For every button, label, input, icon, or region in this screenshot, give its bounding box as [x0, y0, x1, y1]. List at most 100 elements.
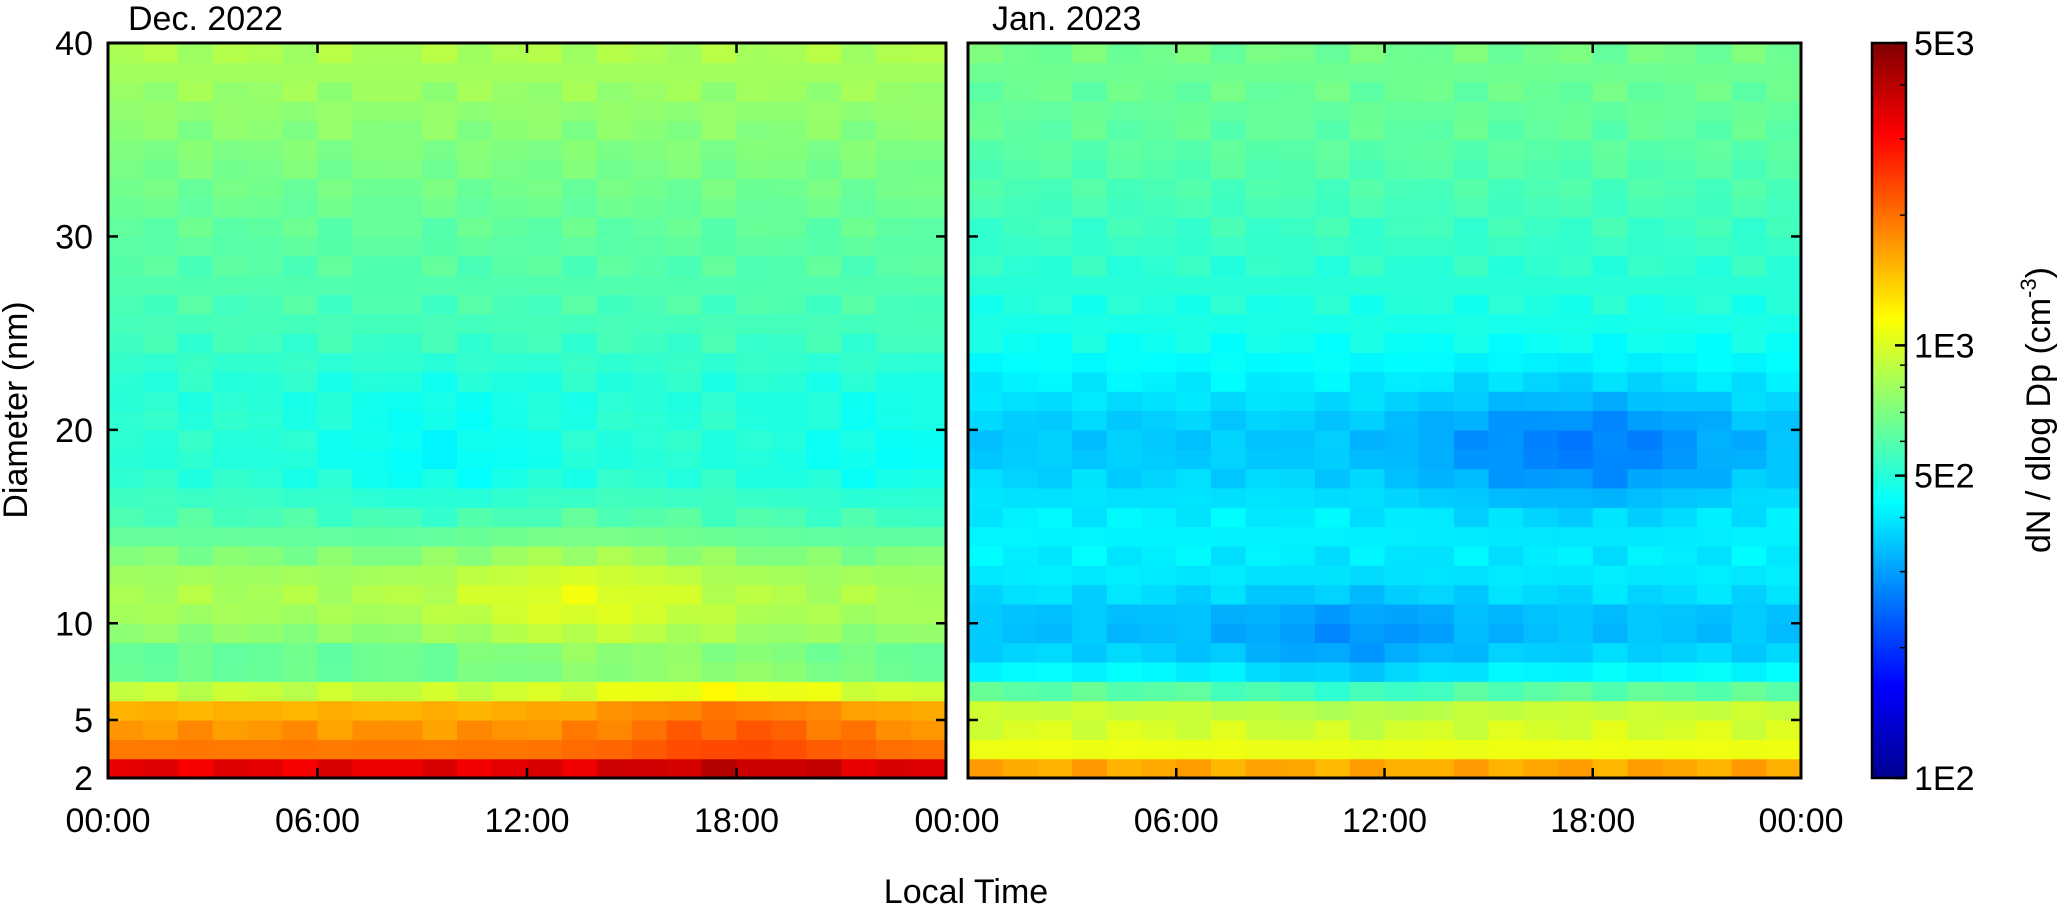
heatmap-cell [1453, 159, 1490, 179]
heatmap-cell [1453, 526, 1490, 547]
heatmap-cell [1766, 294, 1802, 315]
heatmap-cell [968, 81, 1004, 102]
heatmap-cell [247, 681, 284, 702]
heatmap-cell [1106, 526, 1143, 547]
heatmap-cell [492, 758, 528, 779]
heatmap-cell [1002, 43, 1039, 63]
heatmap-cell [1349, 352, 1386, 373]
heatmap-cell [1384, 584, 1420, 605]
heatmap-cell [1453, 294, 1490, 315]
heatmap-cell [561, 642, 598, 663]
heatmap-cell [806, 255, 842, 276]
heatmap-cell [1210, 487, 1247, 508]
heatmap-cell [457, 255, 493, 276]
heatmap-cell [317, 275, 354, 296]
heatmap-cell [1210, 468, 1247, 489]
heatmap-cell [1696, 81, 1733, 102]
x-tick-label: 12:00 [484, 802, 569, 840]
heatmap-cell [1002, 217, 1039, 238]
heatmap-cell [1141, 642, 1177, 663]
heatmap-cell [457, 81, 493, 102]
heatmap-cell [212, 584, 249, 605]
heatmap-cell [806, 429, 842, 450]
heatmap-cell [352, 487, 388, 508]
heatmap-cell [1453, 120, 1490, 141]
heatmap-cell [1210, 391, 1247, 412]
heatmap-cell [1696, 62, 1733, 83]
heatmap-cell [701, 468, 738, 489]
heatmap-cell [736, 700, 773, 721]
heatmap-cell [736, 139, 773, 160]
heatmap-cell [1384, 449, 1420, 470]
heatmap-cell [841, 391, 877, 412]
heatmap-cell [1731, 236, 1767, 257]
heatmap-cell [701, 120, 738, 141]
heatmap-cell [1037, 623, 1073, 644]
heatmap-cell [1106, 565, 1143, 586]
heatmap-cell [1280, 294, 1316, 315]
heatmap-cell [1696, 642, 1733, 663]
heatmap-cell [457, 739, 493, 760]
heatmap-cell [1072, 700, 1108, 721]
heatmap-cell [1072, 313, 1108, 334]
heatmap-cell [1558, 700, 1594, 721]
heatmap-cell [142, 661, 179, 682]
heatmap-cell [1037, 739, 1073, 760]
heatmap-cell [1349, 410, 1386, 431]
heatmap-cell [1315, 352, 1351, 373]
heatmap-cell [1453, 487, 1490, 508]
heatmap-cell [1766, 584, 1802, 605]
heatmap-cell [317, 178, 354, 199]
heatmap-cell [352, 178, 388, 199]
heatmap-cell [1315, 43, 1351, 63]
heatmap-cell [527, 739, 563, 760]
heatmap-cell [527, 623, 563, 644]
heatmap-cell [1488, 642, 1524, 663]
heatmap-cell [1523, 545, 1559, 566]
heatmap-cell [1766, 371, 1802, 392]
heatmap-cell [1176, 410, 1212, 431]
heatmap-cell [1037, 217, 1073, 238]
heatmap-cell [1315, 139, 1351, 160]
heatmap-cell [1072, 739, 1108, 760]
heatmap-cell [1488, 81, 1524, 102]
heatmap-cell [1592, 236, 1629, 257]
heatmap-cell [282, 410, 319, 431]
heatmap-cell [806, 739, 842, 760]
heatmap-cell [911, 275, 947, 296]
heatmap-cell [1453, 371, 1490, 392]
heatmap-cell [1592, 545, 1629, 566]
heatmap-cell [212, 313, 249, 334]
heatmap-cell [492, 565, 528, 586]
heatmap-cell [1037, 700, 1073, 721]
heatmap-cell [1141, 43, 1177, 63]
heatmap-cell [1315, 120, 1351, 141]
heatmap-cell [1280, 429, 1316, 450]
heatmap-cell [1488, 545, 1524, 566]
heatmap-cell [1315, 661, 1351, 682]
heatmap-cell [1696, 507, 1733, 528]
heatmap-cell [841, 236, 877, 257]
heatmap-cell [631, 275, 668, 296]
heatmap-cell [1488, 468, 1524, 489]
heatmap-cell [1696, 217, 1733, 238]
heatmap-cell [968, 371, 1004, 392]
heatmap-cell [527, 333, 563, 354]
heatmap-cell [1662, 603, 1698, 624]
heatmap-cell [282, 294, 319, 315]
heatmap-cell [1453, 197, 1490, 218]
heatmap-cell [736, 642, 773, 663]
heatmap-cell [876, 739, 912, 760]
heatmap-cell [1072, 101, 1108, 121]
heatmap-cell [457, 294, 493, 315]
heatmap-cell [177, 275, 214, 296]
heatmap-cell [1419, 758, 1455, 779]
heatmap-cell [1245, 681, 1281, 702]
heatmap-cell [1558, 217, 1594, 238]
heatmap-cell [841, 758, 877, 779]
heatmap-cell [1280, 197, 1316, 218]
heatmap-cell [1002, 236, 1039, 257]
heatmap-cell [631, 81, 668, 102]
heatmap-cell [1627, 391, 1663, 412]
heatmap-cell [527, 178, 563, 199]
